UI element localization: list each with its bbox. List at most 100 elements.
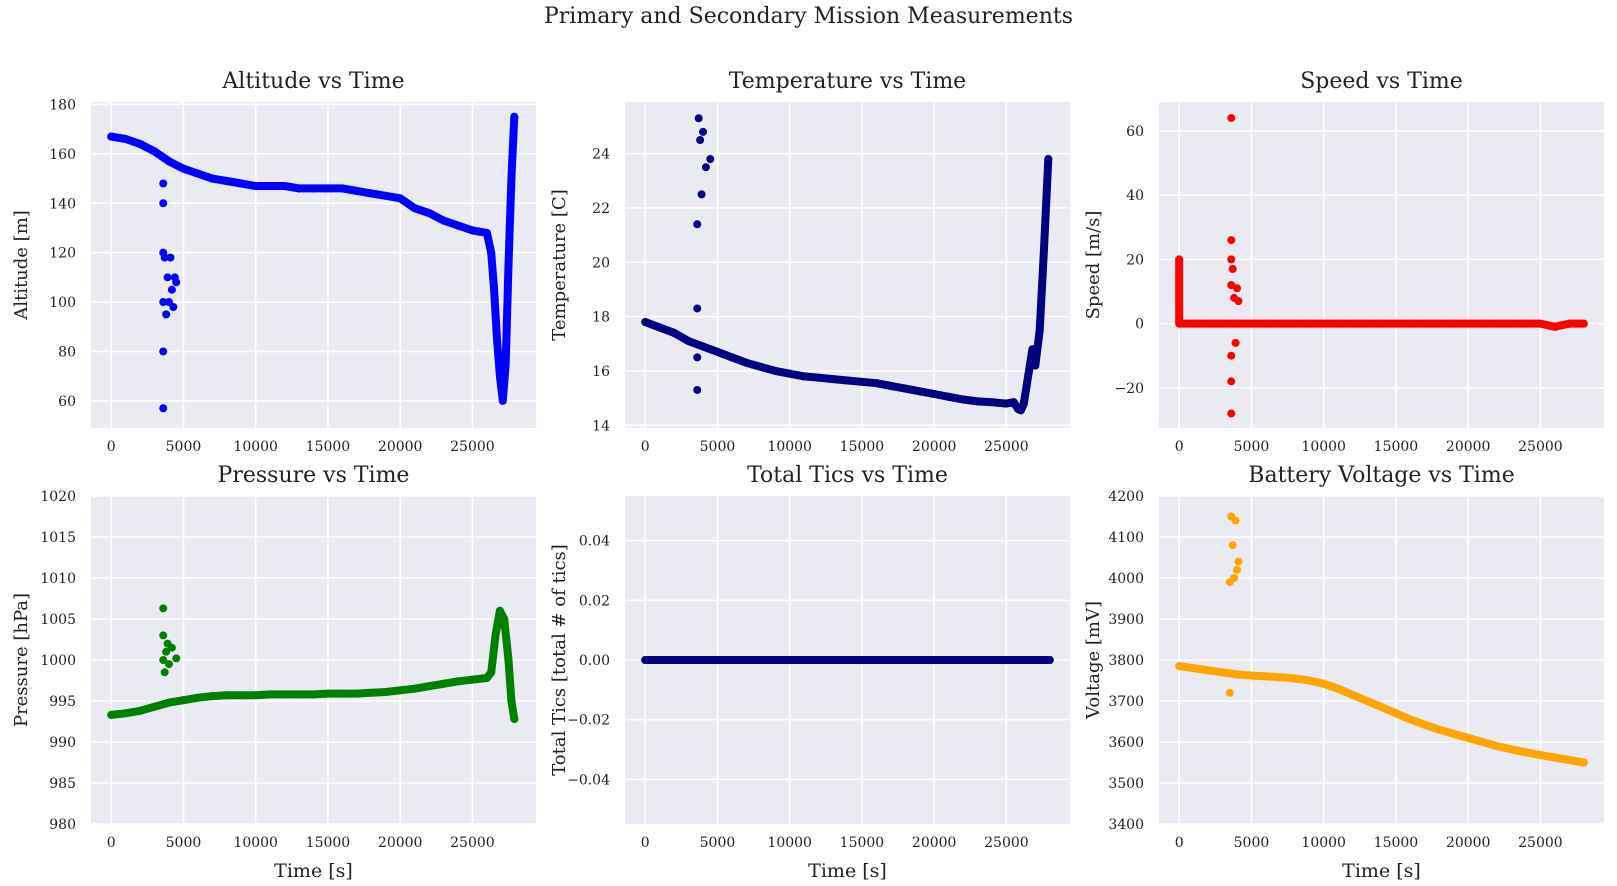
y-axis-label: Altitude [m]: [11, 210, 32, 321]
data-point: [159, 404, 168, 413]
x-tick-label: 20000: [378, 835, 423, 851]
data-point: [167, 643, 176, 652]
x-tick-label: 10000: [767, 835, 812, 851]
y-tick-label: 180: [49, 97, 76, 113]
x-tick-label: 25000: [1518, 439, 1563, 455]
y-tick-label: 0.00: [579, 653, 610, 669]
data-point: [162, 647, 171, 656]
subplot-title: Altitude vs Time: [221, 69, 404, 94]
y-tick-label: −0.04: [567, 772, 610, 788]
y-tick-label: 3400: [1108, 817, 1144, 833]
data-point: [166, 253, 175, 262]
data-point: [159, 179, 168, 188]
y-tick-label: 160: [49, 147, 76, 163]
data-point: [693, 304, 702, 313]
data-point: [699, 127, 708, 136]
data-point: [1231, 516, 1240, 525]
subplot-title: Pressure vs Time: [218, 463, 410, 488]
figure-title: Primary and Secondary Mission Measuremen…: [543, 4, 1074, 29]
subplot-6: 0 5000 10000 15000 20000 25000 3400 3500 3600 370…: [1083, 463, 1604, 882]
x-tick-label: 10000: [233, 835, 278, 851]
y-tick-label: −20: [1114, 381, 1144, 397]
x-tick-label: 10000: [233, 439, 278, 455]
x-tick-label: 25000: [450, 835, 495, 851]
x-axis-label: Time [s]: [808, 860, 887, 882]
y-tick-label: 4200: [1108, 489, 1144, 505]
data-point: [1225, 688, 1234, 697]
y-axis-label: Pressure [hPa]: [11, 593, 32, 727]
x-tick-label: 20000: [912, 835, 957, 851]
x-tick-label: 0: [1175, 835, 1184, 851]
y-axis-label: Voltage [mV]: [1083, 601, 1104, 720]
x-tick-label: 25000: [450, 439, 495, 455]
data-point: [160, 668, 169, 677]
x-tick-label: 15000: [840, 835, 885, 851]
data-point: [1227, 255, 1236, 264]
y-tick-label: 3500: [1108, 776, 1144, 792]
x-tick-label: 10000: [767, 439, 812, 455]
y-tick-label: 3900: [1108, 612, 1144, 628]
data-point: [1228, 541, 1237, 550]
y-tick-label: 18: [592, 310, 610, 326]
subplot-2: 0 5000 10000 15000 20000 25000 14 16 18 20 22 24 Tem…: [549, 69, 1070, 455]
data-point: [159, 631, 168, 640]
y-tick-label: 20: [592, 255, 610, 271]
x-tick-label: 0: [107, 439, 116, 455]
x-tick-label: 10000: [1301, 835, 1346, 851]
data-point: [159, 347, 168, 356]
y-tick-label: 14: [592, 418, 610, 434]
data-point: [1227, 377, 1236, 386]
y-tick-label: 985: [49, 776, 76, 792]
data-trace: [1175, 662, 1588, 767]
y-tick-label: 20: [1126, 252, 1144, 268]
data-point: [162, 310, 171, 319]
subplot-title: Battery Voltage vs Time: [1248, 463, 1514, 488]
data-point: [172, 278, 181, 287]
y-tick-label: 120: [49, 246, 76, 262]
plot-area: [1159, 102, 1604, 428]
y-axis-label: Speed [m/s]: [1083, 211, 1104, 320]
x-tick-label: 0: [107, 835, 116, 851]
data-point: [693, 353, 702, 362]
x-tick-label: 15000: [306, 439, 351, 455]
x-tick-label: 0: [641, 439, 650, 455]
x-tick-label: 25000: [984, 835, 1029, 851]
x-tick-label: 5000: [700, 439, 736, 455]
y-tick-label: 4100: [1108, 530, 1144, 546]
data-point: [167, 285, 176, 294]
y-tick-label: −0.02: [567, 713, 610, 729]
x-tick-label: 5000: [1234, 835, 1270, 851]
x-tick-label: 5000: [166, 835, 202, 851]
y-axis-label: Temperature [C]: [549, 189, 570, 340]
data-point: [694, 114, 703, 123]
data-trace: [107, 606, 519, 723]
data-point: [169, 302, 178, 311]
x-tick-label: 15000: [1374, 439, 1419, 455]
data-point: [1231, 338, 1240, 347]
subplot-title: Total Tics vs Time: [747, 463, 948, 488]
x-tick-label: 20000: [1446, 835, 1491, 851]
y-tick-label: 60: [58, 394, 76, 410]
y-tick-label: 1015: [40, 530, 76, 546]
x-tick-label: 10000: [1301, 439, 1346, 455]
y-tick-label: 100: [49, 295, 76, 311]
y-tick-label: 80: [58, 344, 76, 360]
data-trace: [641, 155, 1053, 415]
data-point: [1233, 284, 1242, 293]
subplot-3: 0 5000 10000 15000 20000 25000 −20 0 20 40 60 Speed…: [1083, 69, 1604, 455]
data-point: [1230, 574, 1239, 582]
x-tick-label: 25000: [984, 439, 1029, 455]
data-point: [1234, 297, 1243, 306]
y-tick-label: 3700: [1108, 694, 1144, 710]
y-tick-label: 24: [592, 147, 610, 163]
y-axis-label: Total Tics [total # of tics]: [549, 544, 570, 776]
y-tick-label: 22: [592, 201, 610, 217]
y-tick-label: 3600: [1108, 735, 1144, 751]
y-tick-label: 1010: [40, 571, 76, 587]
data-point: [1227, 351, 1236, 360]
x-tick-label: 5000: [1234, 439, 1270, 455]
data-point: [159, 199, 168, 208]
data-point: [1228, 265, 1237, 274]
